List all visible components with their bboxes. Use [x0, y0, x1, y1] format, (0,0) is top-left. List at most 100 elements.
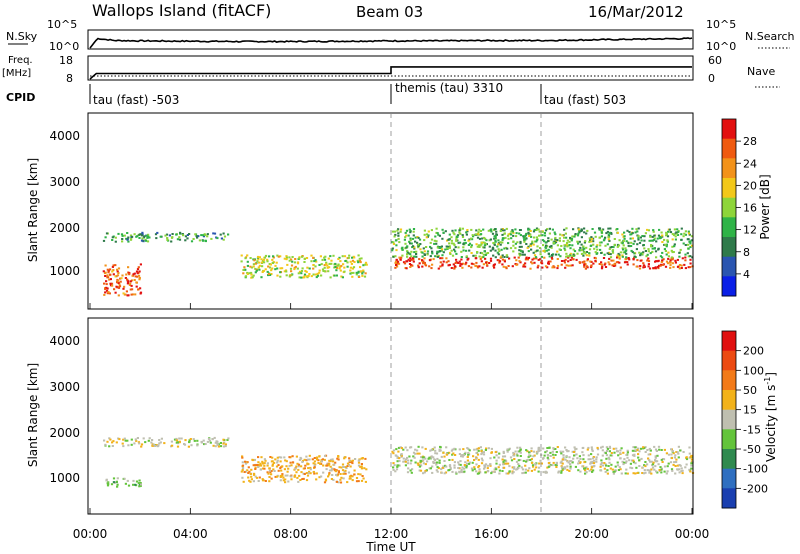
- power-data-cell: [108, 292, 111, 295]
- power-data-cell: [362, 270, 365, 273]
- power-data-cell: [612, 265, 615, 267]
- power-data-cell: [293, 261, 297, 264]
- power-data-cell: [133, 272, 136, 275]
- power-data-cell: [572, 254, 575, 256]
- vel-data-cell: [581, 451, 584, 454]
- power-data-cell: [687, 247, 690, 250]
- power-data-cell: [575, 258, 578, 261]
- power-data-cell: [518, 260, 521, 263]
- vel-data-cell: [206, 440, 209, 443]
- power-data-cell: [408, 263, 412, 265]
- vel-data-cell: [219, 445, 223, 448]
- power-data-cell: [669, 231, 673, 234]
- power-data-cell: [580, 243, 583, 246]
- power-data-cell: [418, 262, 421, 265]
- vel-data-cell: [346, 465, 349, 467]
- vel-data-cell: [112, 477, 116, 480]
- power-data-cell: [266, 270, 269, 273]
- power-data-cell: [583, 263, 586, 266]
- vel-data-cell: [679, 449, 682, 452]
- power-data-cell: [418, 258, 421, 261]
- vel-data-cell: [690, 467, 693, 470]
- power-data-cell: [582, 254, 585, 257]
- power-data-cell: [121, 274, 124, 277]
- vel-data-cell: [134, 483, 137, 486]
- vel-data-cell: [121, 442, 124, 445]
- vel-data-cell: [132, 483, 135, 486]
- vel-data-cell: [196, 444, 199, 447]
- power-data-cell: [553, 231, 556, 234]
- power-data-cell: [669, 259, 672, 262]
- power-data-cell: [524, 265, 527, 268]
- power-data-cell: [535, 239, 539, 242]
- vel-data-cell: [532, 465, 535, 468]
- vel-data-cell: [432, 462, 435, 464]
- power-data-cell: [637, 238, 640, 241]
- power-data-cell: [276, 267, 279, 270]
- vel-data-cell: [297, 463, 301, 466]
- power-data-cell: [593, 231, 597, 234]
- power-data-cell: [120, 233, 124, 236]
- power-data-cell: [117, 286, 120, 289]
- power-data-cell: [650, 245, 653, 248]
- vel-data-cell: [588, 469, 591, 472]
- vel-data-cell: [285, 465, 288, 468]
- power-data-cell: [674, 235, 677, 238]
- power-data-cell: [547, 237, 550, 240]
- vel-data-cell: [279, 467, 282, 470]
- vel-data-cell: [458, 467, 461, 470]
- power-data-cell: [178, 236, 181, 239]
- vel-data-cell: [150, 441, 153, 444]
- vel-data-cell: [483, 467, 486, 470]
- power-data-cell: [511, 230, 514, 233]
- power-data-cell: [114, 275, 117, 278]
- power-data-cell: [271, 267, 274, 270]
- vel-data-cell: [423, 471, 426, 474]
- vel-data-cell: [612, 472, 615, 475]
- vel-data-cell: [188, 439, 191, 442]
- vel-data-cell: [342, 466, 345, 468]
- vel-data-cell: [653, 445, 656, 448]
- vel-data-cell: [283, 468, 286, 471]
- vel-data-cell: [340, 476, 343, 479]
- power-data-cell: [206, 235, 209, 238]
- power-data-cell: [504, 236, 507, 239]
- power-data-cell: [454, 229, 457, 232]
- vel-data-cell: [466, 459, 469, 462]
- power-data-cell: [584, 263, 587, 266]
- vel-data-cell: [485, 447, 488, 450]
- power-data-cell: [451, 254, 455, 257]
- vel-data-cell: [147, 439, 150, 442]
- power-data-cell: [567, 264, 570, 267]
- power-data-cell: [494, 236, 497, 239]
- power-data-cell: [610, 232, 613, 235]
- power-data-cell: [476, 233, 479, 235]
- vel-data-cell: [644, 471, 647, 474]
- vel-data-cell: [190, 444, 193, 447]
- vel-cbar-swatch: [722, 390, 736, 411]
- vel-data-cell: [555, 461, 558, 464]
- vel-data-cell: [449, 468, 452, 470]
- vel-data-cell: [528, 467, 531, 470]
- vel-data-cell: [330, 468, 333, 471]
- vel-data-cell: [298, 458, 301, 461]
- vel-data-cell: [513, 454, 516, 457]
- power-data-cell: [516, 241, 519, 244]
- vel-data-cell: [433, 458, 436, 461]
- power-data-cell: [141, 237, 144, 240]
- power-cbar-swatch: [722, 197, 736, 218]
- vel-data-cell: [534, 463, 537, 466]
- vel-data-cell: [420, 464, 423, 467]
- power-data-cell: [503, 259, 506, 262]
- power-data-cell: [500, 228, 503, 231]
- power-data-cell: [482, 263, 485, 266]
- vel-data-cell: [632, 459, 635, 462]
- power-data-cell: [130, 293, 133, 296]
- vel-data-cell: [566, 450, 569, 453]
- vel-data-cell: [428, 467, 431, 470]
- power-data-cell: [633, 252, 636, 255]
- vel-data-cell: [568, 456, 571, 459]
- power-data-cell: [576, 252, 579, 255]
- vel-data-cell: [339, 473, 342, 475]
- power-data-cell: [666, 235, 670, 238]
